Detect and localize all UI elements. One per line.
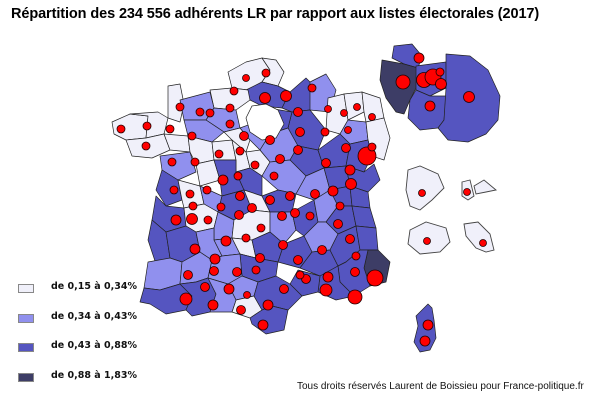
map-title: Répartition des 234 556 adhérents LR par…: [11, 6, 540, 22]
legend-label: de 0,34 à 0,43%: [51, 311, 137, 322]
legend-swatch: [18, 314, 34, 323]
legend-label: de 0,15 à 0,34%: [51, 281, 137, 292]
member-circles: [116, 68, 384, 331]
ile-de-france-placeholder: [245, 103, 285, 141]
copyright-credit: Tous droits réservés Laurent de Boissieu…: [297, 381, 584, 392]
legend-swatch: [18, 373, 34, 382]
legend-swatch: [18, 284, 34, 293]
legend-swatch: [18, 343, 34, 352]
dept-region[interactable]: [167, 83, 185, 123]
legend-label: de 0,88 à 1,83%: [51, 370, 137, 381]
dept-region[interactable]: [155, 169, 183, 207]
outre-mer-circles: [418, 188, 487, 247]
corse-circles: [419, 319, 434, 347]
legend-label: de 0,43 à 0,88%: [51, 340, 137, 351]
dept-region[interactable]: [355, 225, 379, 251]
ile-de-france-circles: [395, 52, 475, 112]
guyane-inset[interactable]: [405, 165, 445, 211]
guadeloupe-inset-2[interactable]: [473, 179, 498, 195]
mainland-departments: [111, 57, 391, 335]
martinique-inset[interactable]: [463, 221, 495, 253]
dept-region[interactable]: [269, 211, 297, 245]
dept-region[interactable]: [351, 205, 377, 229]
ile-de-france-inset: [379, 43, 501, 143]
dept-region[interactable]: [235, 167, 263, 197]
